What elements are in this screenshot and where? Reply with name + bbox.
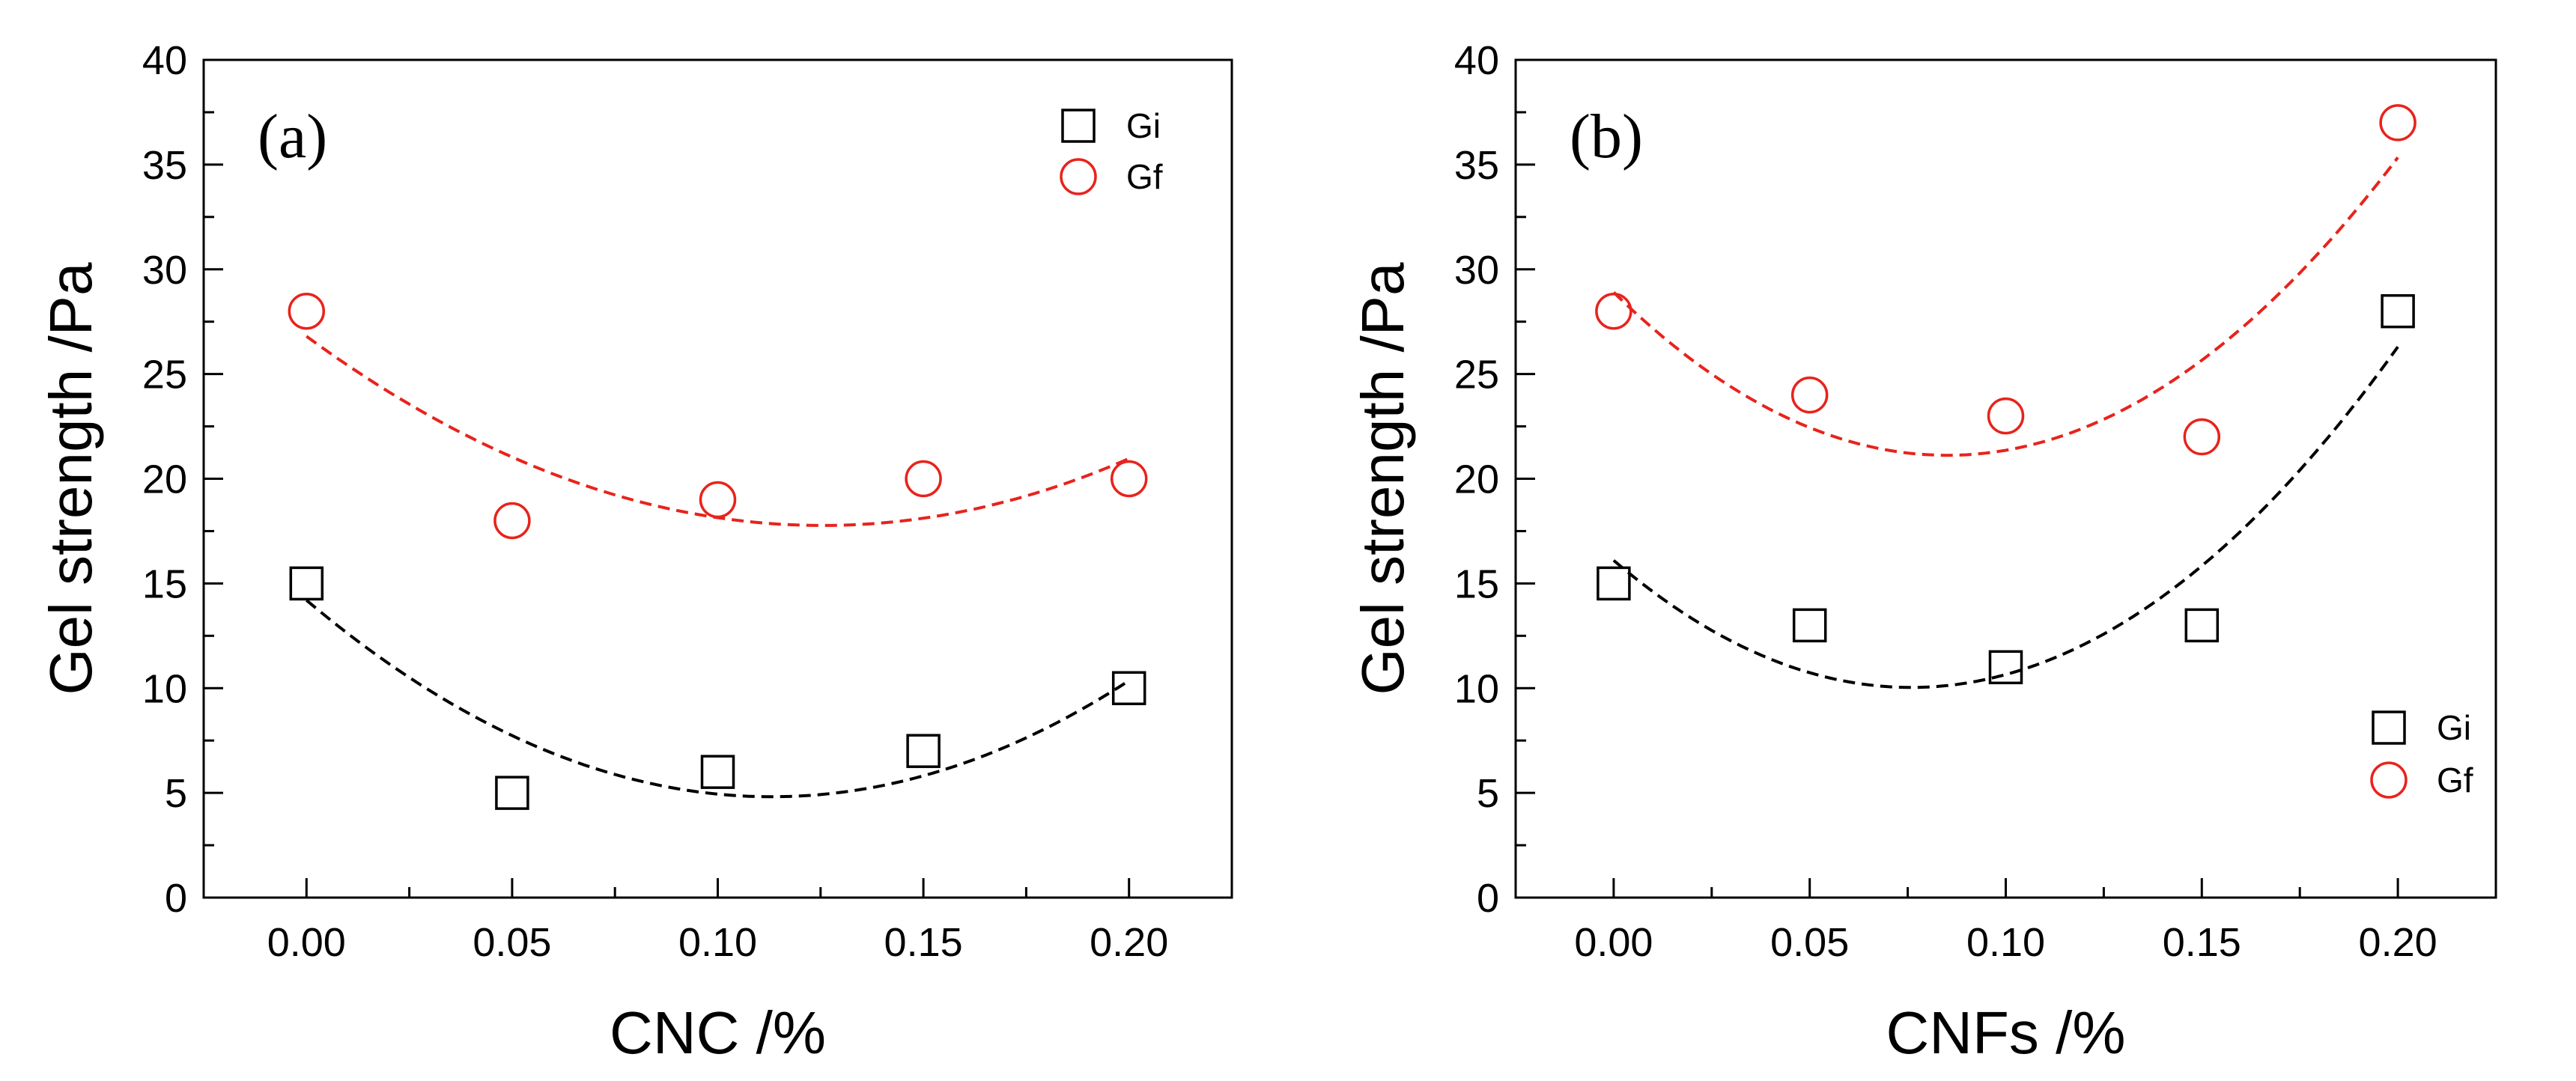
panel-label: (b) xyxy=(1570,102,1643,171)
data-point-gf xyxy=(1595,292,1632,330)
y-tick-label: 35 xyxy=(1454,143,1499,188)
fit-curve-gf xyxy=(306,335,1130,527)
fit-curve-gi xyxy=(306,599,1130,799)
x-tick-label: 0.20 xyxy=(1090,920,1168,965)
legend-label-gi: Gi xyxy=(2437,708,2471,747)
data-point-gi xyxy=(2184,608,2220,643)
data-point-gi xyxy=(2381,293,2415,329)
x-tick-label: 0.10 xyxy=(678,920,757,965)
y-tick-label: 40 xyxy=(142,38,187,83)
y-tick-label: 30 xyxy=(142,248,187,293)
x-tick-label: 0.20 xyxy=(2359,920,2437,965)
y-tick-label: 35 xyxy=(142,143,187,188)
plot-frame xyxy=(1514,58,2497,899)
legend-marker-gi xyxy=(2372,710,2406,745)
legend-label-gf: Gf xyxy=(1126,157,1163,196)
x-tick-label: 0.10 xyxy=(1966,920,2045,965)
y-tick-label: 10 xyxy=(142,666,187,711)
data-point-gf xyxy=(699,481,737,519)
y-tick-label: 30 xyxy=(1454,248,1499,293)
data-point-gi xyxy=(906,734,941,768)
y-tick-label: 10 xyxy=(1454,666,1499,711)
data-point-gf xyxy=(2183,418,2221,456)
data-point-gf xyxy=(1987,397,2025,435)
y-axis-label: Gel strength /Pa xyxy=(37,262,104,695)
fit-curve-gi xyxy=(1612,346,2399,689)
y-tick-label: 25 xyxy=(1454,353,1499,398)
x-tick-label: 0.05 xyxy=(473,920,551,965)
data-point-gi xyxy=(289,566,324,601)
y-axis-label: Gel strength /Pa xyxy=(1349,262,1416,695)
y-tick-label: 15 xyxy=(142,561,187,606)
data-point-gf xyxy=(1110,460,1148,498)
y-tick-label: 0 xyxy=(1477,876,1499,921)
x-tick-label: 0.05 xyxy=(1770,920,1849,965)
data-point-gi xyxy=(1111,671,1146,705)
x-tick-label: 0.00 xyxy=(267,920,346,965)
data-point-gf xyxy=(2379,104,2416,141)
data-point-gf xyxy=(1790,376,1829,414)
legend-marker-gf xyxy=(2370,761,2408,799)
data-point-gi xyxy=(1597,566,1631,601)
legend-marker-gf xyxy=(1060,158,1097,195)
data-point-gf xyxy=(493,502,531,540)
plot-frame xyxy=(202,58,1233,899)
y-tick-label: 0 xyxy=(165,876,187,921)
x-axis-label: CNC /% xyxy=(610,999,826,1066)
legend-label-gf: Gf xyxy=(2437,761,2473,800)
y-tick-label: 20 xyxy=(142,457,187,502)
data-point-gf xyxy=(288,292,326,330)
y-tick-label: 20 xyxy=(1454,457,1499,502)
legend-label-gi: Gi xyxy=(1126,106,1161,145)
x-axis-label: CNFs /% xyxy=(1886,999,2126,1066)
panel-label: (a) xyxy=(258,102,327,171)
chart-panel-b: 0.00 0.05 0.10 0.15 0.20 0 5 10 15 20 25 30 35 40 CNFs… xyxy=(1349,38,2497,1066)
y-tick-label: 40 xyxy=(1454,38,1499,83)
x-tick-label: 0.15 xyxy=(2163,920,2241,965)
chart-panel-a: 0.00 0.05 0.10 0.15 0.20 0 5 10 15 20 25 30 35 40 CNC … xyxy=(37,38,1233,1066)
legend-marker-gi xyxy=(1061,109,1096,143)
y-tick-label: 5 xyxy=(165,771,187,816)
fit-curve-gf xyxy=(1612,156,2399,457)
data-point-gi xyxy=(495,776,529,810)
data-point-gi xyxy=(700,755,735,789)
x-tick-label: 0.00 xyxy=(1574,920,1653,965)
y-tick-label: 15 xyxy=(1454,561,1499,606)
data-point-gi xyxy=(1988,650,2023,685)
x-tick-label: 0.15 xyxy=(884,920,963,965)
y-tick-label: 25 xyxy=(142,353,187,398)
data-point-gi xyxy=(1792,608,1827,643)
data-point-gf xyxy=(905,460,942,498)
y-tick-label: 5 xyxy=(1477,771,1499,816)
